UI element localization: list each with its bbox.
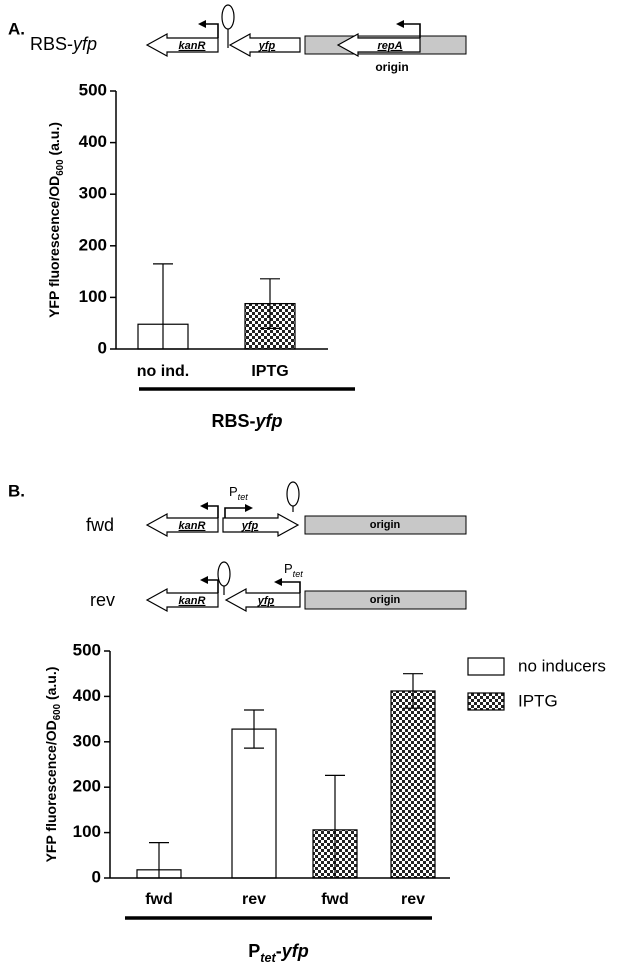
group-label: RBS-yfp <box>212 411 283 431</box>
y-tick-label: 0 <box>98 338 107 357</box>
gene-arrow <box>145 32 219 58</box>
legend-swatch <box>467 692 505 711</box>
promoter-arrow <box>398 23 421 38</box>
group-label-part: P <box>248 941 260 961</box>
legend-label: no inducers <box>518 656 606 675</box>
terminator-loop <box>286 481 300 507</box>
y-tick-label: 300 <box>79 184 107 203</box>
y-tick-label: 500 <box>79 80 107 99</box>
promoter-head <box>396 20 404 28</box>
y-axis-label: YFP fluorescence/OD600 (a.u.) <box>43 667 63 863</box>
panel-label: A. <box>8 19 25 38</box>
x-tick-label: IPTG <box>251 363 288 380</box>
promoter-label-part: P <box>229 484 238 499</box>
y-tick-label: 0 <box>92 867 101 886</box>
origin-label: origin <box>370 594 401 606</box>
construct-name-part: fwd <box>86 515 114 535</box>
group-label-part: yfp <box>255 411 283 431</box>
promoter-head <box>200 502 208 510</box>
promoter-arrow <box>224 507 251 518</box>
gene-label: kanR <box>179 40 206 52</box>
y-tick-label: 100 <box>73 822 101 841</box>
group-label: Ptet-yfp <box>248 941 308 966</box>
construct-name: fwd <box>86 515 114 535</box>
y-tick-label: 500 <box>73 640 101 659</box>
construct-name-part: RBS- <box>30 34 73 54</box>
y-tick-label: 400 <box>79 132 107 151</box>
gene-arrow <box>145 512 219 538</box>
construct-name: rev <box>90 590 115 610</box>
gene-arrow <box>222 512 300 538</box>
gene-label: yfp <box>241 520 259 532</box>
origin-box <box>304 590 467 610</box>
promoter-head <box>245 504 253 512</box>
y-tick-label: 200 <box>79 235 107 254</box>
construct-name-part: yfp <box>71 34 97 54</box>
gene-arrow <box>336 32 421 58</box>
promoter-label-part: tet <box>293 569 304 579</box>
group-label-part: - <box>276 941 282 961</box>
gene-label: kanR <box>179 520 206 532</box>
gene-label: repA <box>377 40 402 52</box>
y-axis-label-part: 600 <box>52 703 63 720</box>
y-axis-label-part: 600 <box>55 159 66 176</box>
group-label-part: yfp <box>281 941 309 961</box>
origin-box <box>304 515 467 535</box>
legend-swatch <box>467 657 505 676</box>
terminator-loop <box>221 4 235 30</box>
promoter-head <box>198 20 206 28</box>
gene-arrow <box>145 587 219 613</box>
promoter-label-part: tet <box>238 492 249 502</box>
y-tick-label: 400 <box>73 686 101 705</box>
y-axis-label-part: YFP fluorescence/OD <box>46 176 62 318</box>
y-axis-label-part: (a.u.) <box>43 667 59 704</box>
group-label-part: RBS- <box>212 411 256 431</box>
legend-label: IPTG <box>518 691 558 710</box>
panel-label: B. <box>8 481 25 500</box>
y-axis-label-part: (a.u.) <box>46 122 62 159</box>
gene-label: kanR <box>179 595 206 607</box>
promoter-arrow <box>276 581 301 593</box>
promoter-label: Ptet <box>229 484 248 502</box>
gene-arrow <box>228 32 301 58</box>
terminator-loop <box>217 561 231 587</box>
promoter-head <box>274 578 282 586</box>
group-label-part: tet <box>260 951 276 965</box>
x-tick-label: no ind. <box>137 363 189 380</box>
gene-arrow <box>224 587 301 613</box>
y-axis-label: YFP fluorescence/OD600 (a.u.) <box>46 122 66 318</box>
gene-label: yfp <box>257 595 275 607</box>
promoter-head <box>200 576 208 584</box>
x-tick-label: fwd <box>321 891 349 908</box>
origin-label: origin <box>370 519 401 531</box>
x-tick-label: rev <box>401 891 425 908</box>
y-axis-label-part: YFP fluorescence/OD <box>43 720 59 862</box>
promoter-label: Ptet <box>284 561 303 579</box>
origin-label: origin <box>375 60 408 74</box>
x-tick-label: rev <box>242 891 266 908</box>
y-tick-label: 300 <box>73 731 101 750</box>
x-tick-label: fwd <box>145 891 173 908</box>
bar <box>231 728 277 879</box>
bar <box>390 690 436 879</box>
gene-label: yfp <box>258 40 276 52</box>
promoter-label-part: P <box>284 561 293 576</box>
y-tick-label: 100 <box>79 287 107 306</box>
construct-name: RBS-yfp <box>30 34 97 54</box>
construct-name-part: rev <box>90 590 115 610</box>
y-tick-label: 200 <box>73 777 101 796</box>
